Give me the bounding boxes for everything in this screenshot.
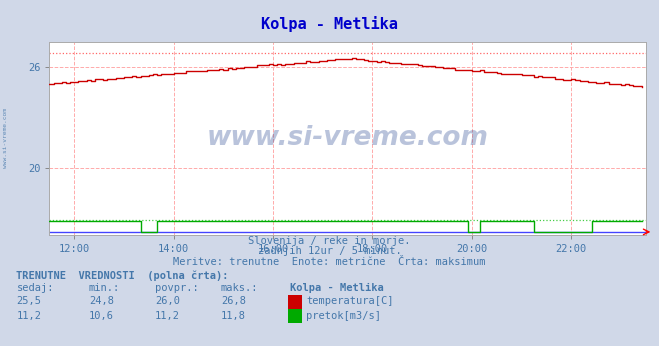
Text: 10,6: 10,6 bbox=[89, 311, 114, 321]
Text: maks.:: maks.: bbox=[221, 283, 258, 293]
Text: 11,2: 11,2 bbox=[155, 311, 180, 321]
Text: 11,2: 11,2 bbox=[16, 311, 42, 321]
Text: Kolpa - Metlika: Kolpa - Metlika bbox=[290, 283, 384, 293]
Text: www.si-vreme.com: www.si-vreme.com bbox=[207, 125, 488, 152]
Text: TRENUTNE  VREDNOSTI  (polna črta):: TRENUTNE VREDNOSTI (polna črta): bbox=[16, 270, 229, 281]
Text: Slovenija / reke in morje.: Slovenija / reke in morje. bbox=[248, 236, 411, 246]
Text: www.si-vreme.com: www.si-vreme.com bbox=[3, 108, 8, 169]
Text: min.:: min.: bbox=[89, 283, 120, 293]
Text: sedaj:: sedaj: bbox=[16, 283, 54, 293]
Text: 11,8: 11,8 bbox=[221, 311, 246, 321]
Text: temperatura[C]: temperatura[C] bbox=[306, 297, 394, 307]
Text: 24,8: 24,8 bbox=[89, 297, 114, 307]
Text: 25,5: 25,5 bbox=[16, 297, 42, 307]
Text: 26,0: 26,0 bbox=[155, 297, 180, 307]
Text: 26,8: 26,8 bbox=[221, 297, 246, 307]
Text: povpr.:: povpr.: bbox=[155, 283, 198, 293]
Text: Kolpa - Metlika: Kolpa - Metlika bbox=[261, 16, 398, 31]
Text: Meritve: trenutne  Enote: metrične  Črta: maksimum: Meritve: trenutne Enote: metrične Črta: … bbox=[173, 257, 486, 267]
Text: zadnjih 12ur / 5 minut.: zadnjih 12ur / 5 minut. bbox=[258, 246, 401, 256]
Text: pretok[m3/s]: pretok[m3/s] bbox=[306, 311, 382, 321]
